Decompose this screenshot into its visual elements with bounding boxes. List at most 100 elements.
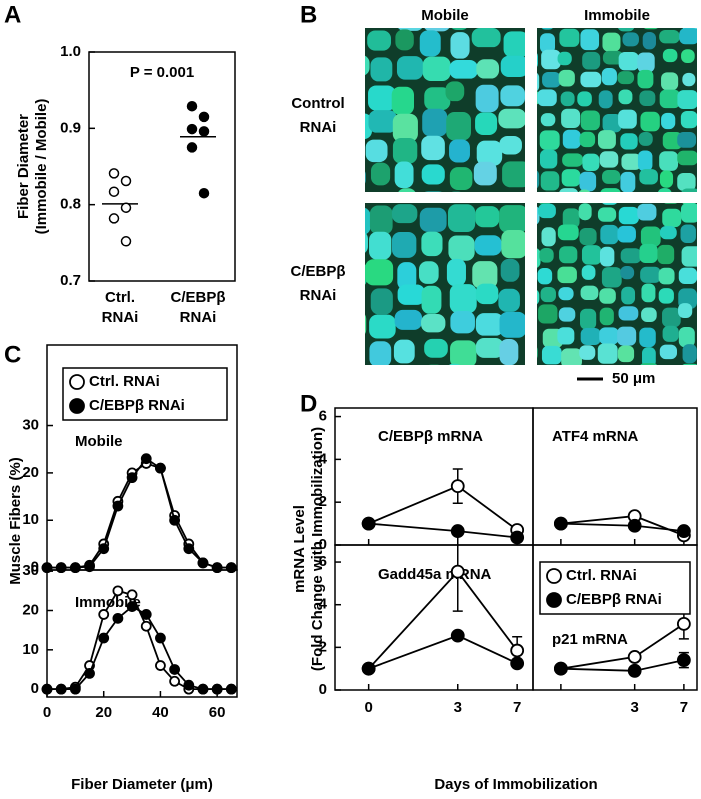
micrograph	[518, 10, 701, 192]
fiber	[499, 311, 525, 338]
fiber	[476, 367, 498, 394]
fiber	[602, 32, 621, 52]
fiber	[365, 232, 368, 253]
data-point	[126, 589, 138, 601]
fiber	[450, 340, 477, 365]
fiber	[542, 71, 561, 88]
panel-label: D	[300, 390, 317, 417]
y-tick-label: 20	[22, 464, 39, 481]
fiber	[537, 89, 557, 107]
row-label: RNAi	[300, 287, 337, 304]
y-tick-label: 4	[319, 596, 328, 613]
x-tick-label: 0	[364, 699, 372, 716]
data-point	[450, 564, 465, 579]
fiber	[578, 203, 592, 221]
legend-box	[539, 561, 691, 615]
fiber	[367, 369, 393, 397]
x-tick-label: 0	[43, 704, 51, 721]
fiber	[681, 246, 697, 267]
fiber	[370, 288, 393, 315]
fiber	[697, 132, 701, 151]
data-point	[676, 524, 691, 538]
fiber	[421, 313, 446, 333]
fiber	[540, 171, 560, 191]
fiber	[600, 188, 621, 192]
fiber	[392, 138, 418, 164]
fiber	[597, 130, 616, 149]
fiber	[661, 72, 679, 91]
fiber	[449, 284, 477, 314]
data-point	[98, 632, 110, 644]
y-tick-label: 2	[319, 638, 327, 655]
series-line	[47, 605, 232, 691]
fiber	[397, 284, 426, 305]
fiber	[449, 60, 478, 79]
fiber	[580, 110, 600, 131]
x-tick-label: C/EBPβ	[171, 289, 226, 306]
fiber	[518, 10, 533, 23]
data-point	[126, 601, 138, 612]
row-label: RNAi	[300, 119, 337, 136]
fiber	[659, 29, 680, 44]
fiber	[424, 87, 451, 111]
fiber	[537, 53, 538, 68]
fiber	[579, 227, 597, 246]
fiber	[662, 208, 682, 228]
fiber	[578, 189, 591, 192]
fiber	[662, 307, 681, 328]
fiber	[396, 56, 424, 80]
fiber	[557, 224, 579, 241]
fiber	[499, 135, 522, 155]
fiber	[419, 207, 447, 232]
fiber	[503, 31, 525, 58]
fiber	[560, 91, 575, 107]
fiber	[559, 188, 578, 192]
scale-bar-label: 50 μm	[612, 370, 655, 387]
fiber	[621, 153, 642, 170]
fiber	[587, 203, 598, 204]
fiber	[617, 225, 636, 243]
fiber	[539, 130, 560, 150]
fiber	[561, 348, 582, 365]
data-point	[450, 628, 465, 643]
fiber	[538, 203, 556, 219]
data-point	[197, 683, 209, 695]
data-point	[211, 562, 223, 574]
x-tick-label: 40	[152, 704, 169, 721]
fiber	[369, 205, 393, 235]
fiber	[679, 28, 697, 45]
fiber	[659, 170, 674, 188]
fiber	[618, 109, 637, 129]
fiber	[539, 149, 558, 169]
fiber	[341, 189, 360, 210]
fiber	[659, 344, 678, 360]
fiber	[500, 55, 525, 78]
fiber	[561, 369, 576, 385]
fiber	[677, 150, 697, 166]
y-tick-label: 0	[31, 559, 39, 576]
fiber	[499, 205, 525, 233]
fiber	[663, 368, 683, 385]
fiber	[421, 285, 442, 314]
data-point	[510, 643, 525, 658]
fiber	[582, 51, 601, 70]
fiber	[391, 86, 415, 115]
fiber	[475, 112, 498, 136]
plot-frame	[88, 51, 236, 282]
x-tick-label: 3	[454, 699, 462, 716]
legend-label: C/EBPβ RNAi	[566, 591, 662, 608]
fiber	[640, 363, 658, 365]
fiber	[678, 267, 697, 284]
fiber	[580, 71, 602, 88]
data-point	[198, 111, 210, 123]
fiber	[562, 153, 584, 167]
fiber	[599, 327, 619, 345]
fiber	[579, 131, 596, 148]
fiber	[447, 204, 476, 233]
fiber	[599, 307, 614, 326]
fiber	[639, 169, 658, 185]
fiber	[501, 230, 525, 259]
fiber	[368, 85, 396, 111]
data-point	[676, 616, 691, 631]
